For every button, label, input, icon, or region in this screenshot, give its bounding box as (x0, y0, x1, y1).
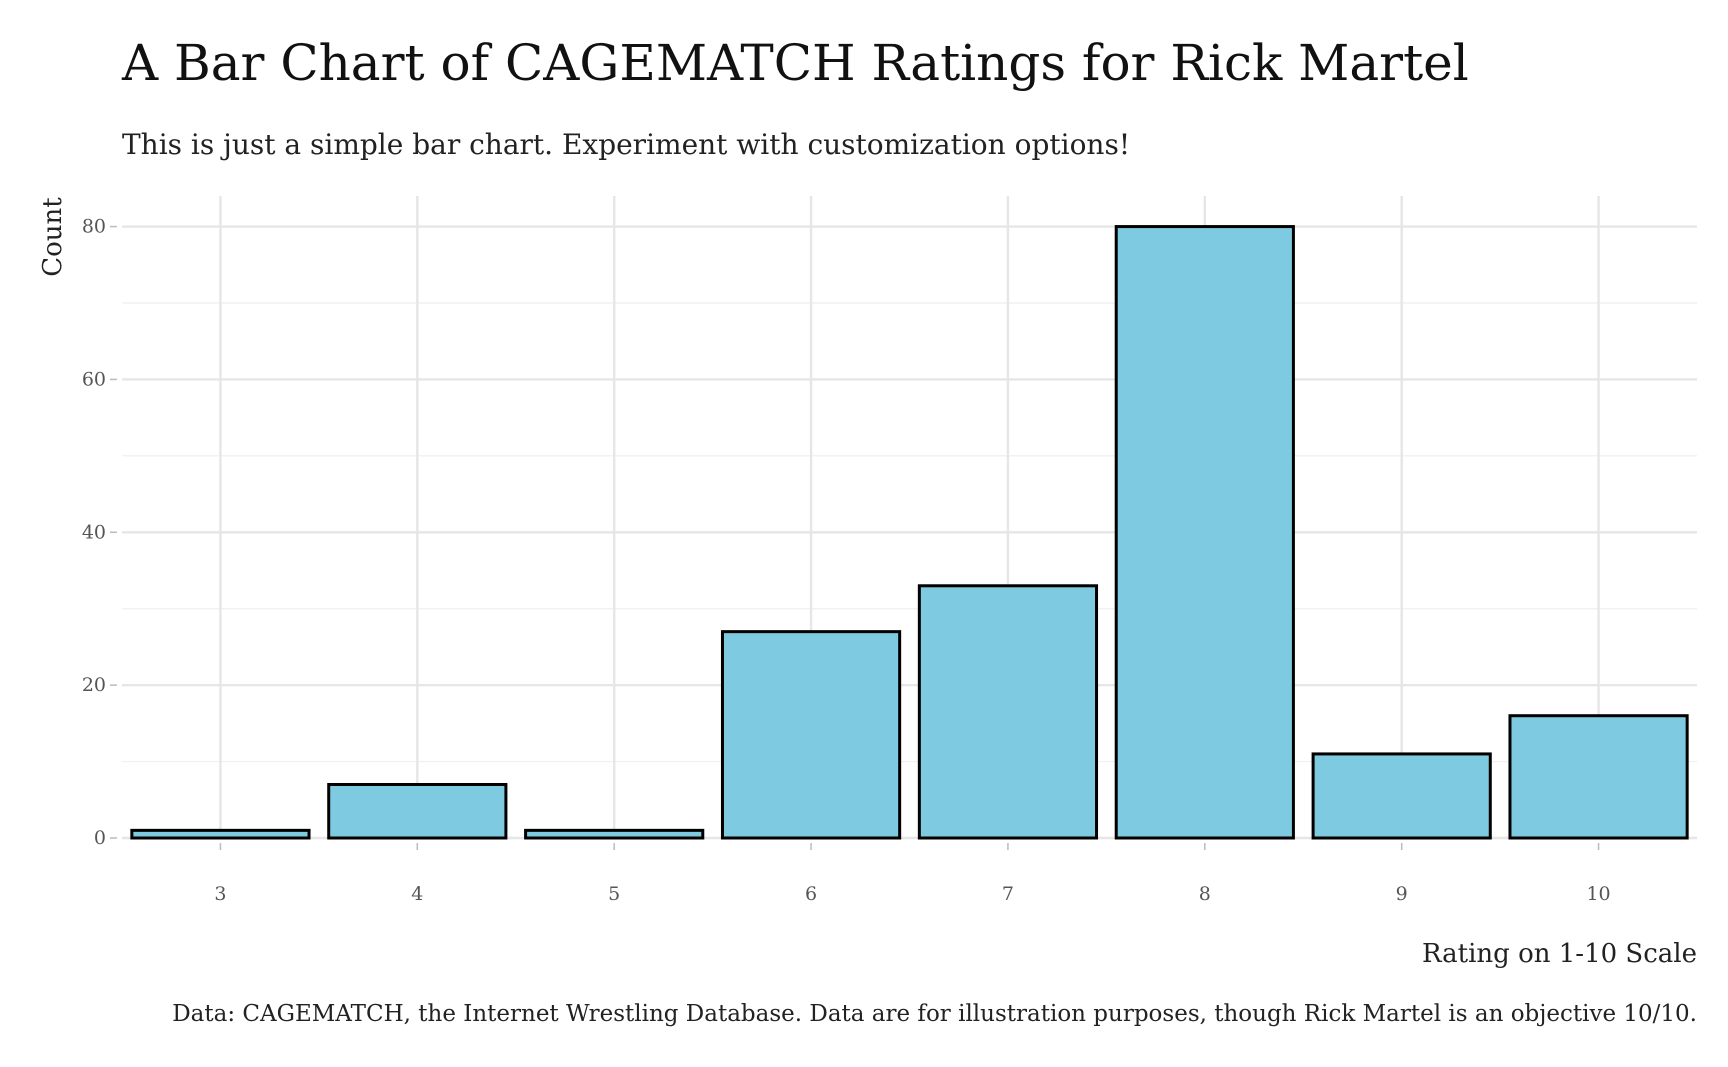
y-axis: 0 20 40 60 80 (82, 216, 117, 849)
bar-rating-4 (327, 783, 508, 840)
y-tick-label: 20 (82, 674, 106, 696)
bar-rating-9 (1311, 752, 1492, 840)
y-tick-label: 0 (94, 827, 106, 849)
y-tick-label: 40 (82, 521, 106, 543)
x-tick-label: 3 (214, 883, 226, 905)
x-tick-label: 8 (1199, 883, 1211, 905)
x-axis: 3 4 5 6 7 8 9 10 (214, 843, 1611, 905)
chart-subtitle: This is just a simple bar chart. Experim… (122, 128, 1130, 161)
x-tick-label: 9 (1396, 883, 1408, 905)
bar-rating-7 (917, 584, 1099, 840)
y-axis-title: Count (38, 197, 68, 277)
x-tick-label: 6 (805, 883, 817, 905)
bar-rating-6 (720, 630, 902, 840)
x-tick-label: 5 (608, 883, 620, 905)
x-tick-label: 7 (1002, 883, 1014, 905)
bar-rating-3 (130, 828, 311, 840)
chart-title: A Bar Chart of CAGEMATCH Ratings for Ric… (121, 34, 1469, 92)
bar-rating-5 (524, 828, 705, 840)
x-axis-title: Rating on 1-10 Scale (1422, 939, 1697, 969)
bar-rating-8 (1114, 225, 1295, 840)
bar-rating-10 (1508, 714, 1689, 840)
chart-caption: Data: CAGEMATCH, the Internet Wrestling … (172, 1001, 1697, 1027)
y-tick-label: 80 (82, 216, 106, 238)
y-tick-label: 60 (82, 368, 106, 390)
x-tick-label: 10 (1586, 883, 1610, 905)
x-tick-label: 4 (411, 883, 423, 905)
bars (130, 225, 1689, 840)
